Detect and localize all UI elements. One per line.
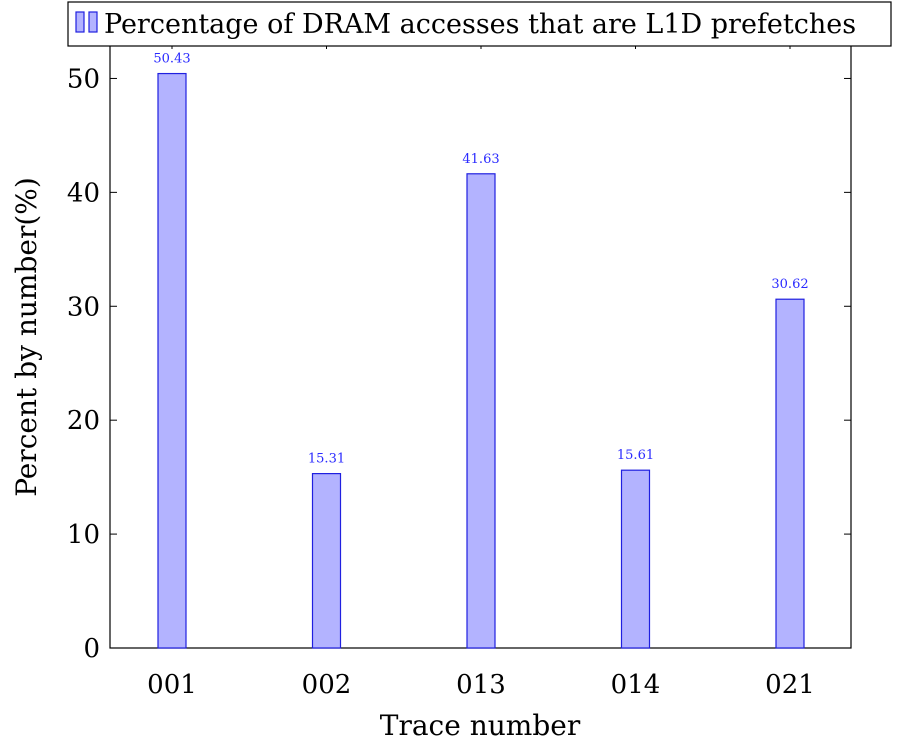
legend-box	[67, 1, 892, 47]
bar	[466, 173, 496, 649]
x-tick-label: 001	[147, 670, 197, 700]
legend-swatch-icon	[75, 11, 85, 33]
bar-value-label: 15.31	[308, 452, 345, 467]
y-axis-title: Percent by number(%)	[10, 177, 43, 497]
bar-value-label: 50.43	[153, 52, 190, 67]
y-tick-label: 20	[67, 406, 100, 436]
bar-value-label: 15.61	[617, 448, 654, 463]
legend-swatch-icon	[88, 11, 98, 33]
y-tick-label: 10	[67, 520, 100, 550]
labels-layer: 0 10 20 30 40 50 50.43 001 15.31 002 41.63 013 15.61…	[67, 52, 815, 700]
bars-layer	[157, 72, 805, 649]
bar	[157, 72, 187, 649]
x-tick-label: 013	[456, 670, 506, 700]
x-tick-label: 002	[302, 670, 352, 700]
y-tick-label: 40	[67, 178, 100, 208]
y-tick-label: 50	[67, 64, 100, 94]
bar	[620, 469, 651, 649]
legend-entry-label: Percentage of DRAM accesses that are L1D…	[104, 9, 856, 40]
x-tick-label: 014	[611, 670, 661, 700]
x-axis-title: Trace number	[380, 709, 581, 742]
x-tick-label: 021	[765, 670, 815, 700]
legend: Percentage of DRAM accesses that are L1D…	[67, 1, 892, 47]
bar-value-label: 41.63	[462, 152, 499, 167]
y-tick-label: 30	[67, 292, 100, 322]
y-tick-label: 0	[83, 634, 100, 664]
bar	[311, 473, 342, 649]
bar	[775, 298, 805, 649]
bar-value-label: 30.62	[771, 277, 808, 292]
